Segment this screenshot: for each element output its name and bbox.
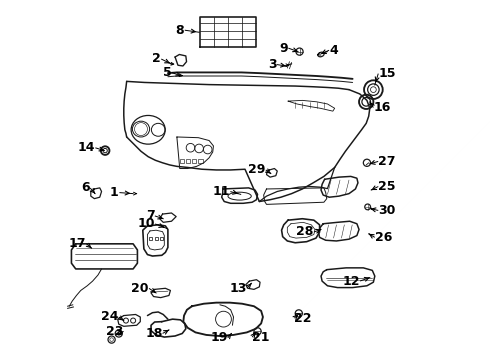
Text: 16: 16 <box>373 101 391 114</box>
Text: 27: 27 <box>378 155 396 168</box>
Bar <box>198 159 203 163</box>
Bar <box>186 159 190 163</box>
Text: 11: 11 <box>213 185 230 198</box>
Bar <box>160 237 163 240</box>
Text: 28: 28 <box>296 225 314 238</box>
Text: 20: 20 <box>131 282 149 295</box>
Bar <box>180 159 184 163</box>
Text: 23: 23 <box>106 325 124 338</box>
Text: 24: 24 <box>101 310 119 324</box>
Text: 26: 26 <box>375 231 392 244</box>
Text: 30: 30 <box>378 204 396 217</box>
Text: 13: 13 <box>229 282 247 295</box>
Text: 29: 29 <box>248 163 266 176</box>
Bar <box>155 237 158 240</box>
Text: 18: 18 <box>145 327 163 340</box>
Text: 10: 10 <box>137 217 155 230</box>
Text: 3: 3 <box>268 58 276 71</box>
Text: 12: 12 <box>342 275 360 288</box>
Text: 25: 25 <box>378 180 396 193</box>
Text: 21: 21 <box>252 330 270 343</box>
Text: 2: 2 <box>152 52 161 65</box>
Text: 22: 22 <box>294 311 312 325</box>
Text: 17: 17 <box>69 237 87 250</box>
Text: 1: 1 <box>110 186 119 199</box>
Bar <box>149 237 152 240</box>
Text: 19: 19 <box>210 331 228 344</box>
Text: 6: 6 <box>81 181 90 194</box>
Text: 14: 14 <box>77 141 95 154</box>
Text: 8: 8 <box>175 24 184 37</box>
Bar <box>192 159 196 163</box>
Text: 7: 7 <box>146 210 155 222</box>
Text: 9: 9 <box>279 41 288 54</box>
Text: 4: 4 <box>329 44 338 57</box>
Text: 5: 5 <box>163 66 172 79</box>
Text: 15: 15 <box>378 67 396 80</box>
